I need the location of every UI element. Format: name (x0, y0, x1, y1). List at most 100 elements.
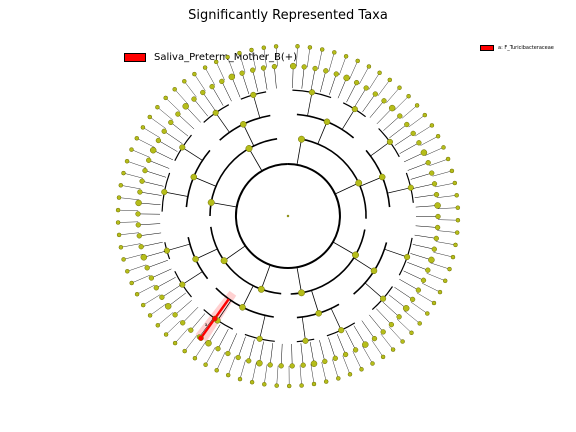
species-branch (404, 310, 420, 324)
genus-node (352, 347, 359, 353)
genus-node (312, 65, 318, 72)
genus-branch (148, 160, 170, 169)
genus-branch (389, 124, 407, 139)
species-node (450, 254, 456, 260)
species-node (261, 45, 267, 50)
genus-branch (177, 113, 195, 130)
species-node (140, 302, 146, 308)
species-branch (165, 97, 181, 112)
genus-node (363, 85, 369, 91)
class-arc (298, 138, 367, 219)
genus-node (175, 111, 181, 117)
species-node (213, 59, 219, 65)
species-branch (414, 125, 433, 137)
genus-node (136, 233, 142, 239)
genus-node (225, 350, 231, 357)
genus-branch (241, 73, 250, 95)
genus-branch (263, 67, 268, 90)
species-branch (174, 89, 189, 105)
species-node (409, 330, 414, 336)
order-branch (242, 285, 254, 308)
species-node (453, 242, 458, 248)
species-branch (310, 364, 315, 385)
genus-node (256, 359, 263, 367)
species-branch (401, 105, 418, 119)
genus-node (246, 358, 252, 364)
species-node (147, 114, 153, 120)
species-branch (299, 365, 302, 386)
genus-branch (376, 308, 392, 325)
species-node (182, 348, 187, 354)
species-node (155, 104, 160, 110)
species-node (118, 183, 124, 188)
order-node (323, 118, 331, 126)
species-branch (416, 292, 435, 304)
species-node (214, 368, 219, 373)
species-node (417, 321, 422, 326)
genus-branch (320, 70, 327, 93)
order-branch (359, 176, 383, 187)
genus-node (135, 222, 141, 228)
order-branch (311, 290, 320, 314)
genus-branch (399, 278, 419, 291)
genus-node (404, 121, 410, 128)
genus-node (425, 267, 431, 273)
genus-node (425, 160, 431, 166)
genus-node (396, 314, 402, 320)
species-node (425, 311, 430, 316)
species-node (347, 372, 353, 377)
family-node (250, 91, 257, 98)
genus-branch (190, 313, 206, 331)
genus-branch (252, 70, 259, 92)
species-node (429, 123, 435, 128)
species-branch (123, 172, 143, 179)
genus-branch (161, 285, 181, 298)
genus-branch (410, 172, 432, 180)
species-node (307, 45, 313, 50)
genus-branch (412, 183, 435, 189)
genus-node (420, 277, 427, 283)
genus-branch (138, 202, 161, 206)
species-node (380, 354, 386, 360)
genus-node (149, 146, 157, 154)
species-branch (228, 356, 236, 376)
phylum-branch (334, 182, 359, 195)
genus-node (142, 167, 148, 174)
species-node (431, 300, 437, 306)
family-branch (384, 248, 408, 258)
species-node (442, 278, 448, 284)
genus-node (434, 202, 441, 209)
species-node (355, 58, 360, 64)
species-branch (377, 79, 390, 97)
genus-branch (414, 234, 437, 239)
species-node (359, 367, 364, 372)
legend-swatch (124, 53, 146, 62)
genus-branch (237, 336, 246, 358)
genus-branch (394, 286, 413, 300)
order-node (240, 121, 247, 128)
genus-node (139, 178, 145, 184)
species-branch (263, 47, 267, 68)
species-branch (425, 147, 444, 156)
genus-node (182, 103, 189, 110)
genus-branch (248, 339, 255, 361)
species-branch (380, 333, 394, 350)
genus-node (362, 341, 369, 348)
species-node (116, 232, 122, 238)
genus-branch (388, 294, 407, 309)
family-branch (301, 316, 306, 341)
species-node (121, 170, 126, 176)
genus-branch (182, 306, 199, 323)
genus-node (434, 224, 441, 231)
genus-branch (147, 259, 168, 269)
species-branch (131, 149, 150, 158)
genus-branch (328, 337, 336, 359)
species-branch (120, 185, 141, 190)
family-branch (164, 191, 188, 197)
species-node (115, 220, 121, 225)
genus-node (215, 346, 221, 352)
genus-branch (399, 142, 420, 154)
order-node (315, 310, 322, 317)
genus-branch (319, 340, 326, 362)
